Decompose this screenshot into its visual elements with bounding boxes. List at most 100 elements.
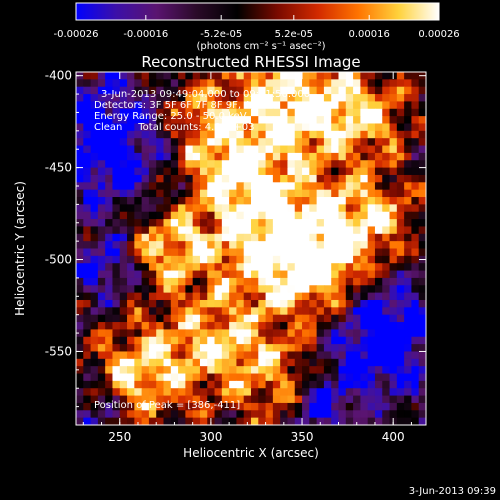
heatmap-cell [294, 211, 303, 220]
heatmap-cell [214, 373, 223, 382]
heatmap-cell [156, 388, 164, 397]
heatmap-cell [251, 410, 259, 419]
heatmap-cell [309, 270, 318, 279]
heatmap-cell [243, 358, 252, 367]
heatmap-cell [389, 174, 398, 183]
heatmap-cell [156, 145, 164, 154]
heatmap-cell [112, 277, 121, 286]
heatmap-cell [374, 72, 383, 80]
heatmap-cell [265, 270, 274, 279]
heatmap-cell [411, 329, 420, 338]
heatmap-cell [374, 329, 383, 338]
heatmap-cell [192, 329, 201, 338]
heatmap-cell [207, 351, 216, 360]
heatmap-cell [353, 123, 361, 132]
heatmap-cell [258, 410, 267, 419]
heatmap-cell [331, 351, 339, 360]
heatmap-cell [83, 189, 92, 198]
heatmap-cell [163, 160, 172, 169]
heatmap-cell [192, 285, 201, 294]
heatmap-cell [360, 211, 369, 220]
heatmap-cell [148, 123, 157, 132]
heatmap-cell [221, 174, 230, 183]
heatmap-cell [207, 241, 216, 249]
heatmap-cell [338, 410, 347, 419]
heatmap-cell [97, 219, 106, 227]
heatmap-cell [148, 189, 157, 198]
heatmap-cell [338, 94, 347, 102]
heatmap-cell [287, 248, 296, 257]
heatmap-cell [112, 204, 121, 213]
heatmap-cell [134, 255, 143, 264]
heatmap-cell [207, 307, 216, 316]
heatmap-cell [134, 292, 143, 301]
heatmap-cell [105, 160, 113, 169]
heatmap-cell [331, 255, 339, 264]
heatmap-cell [214, 285, 223, 294]
heatmap-cell [360, 145, 369, 154]
heatmap-cell [309, 241, 318, 249]
heatmap-cell [163, 263, 172, 272]
heatmap-cell [127, 204, 135, 213]
heatmap-cell [221, 233, 230, 242]
heatmap-cell [345, 285, 354, 294]
heatmap-cell [83, 373, 92, 382]
heatmap-cell [163, 189, 172, 198]
heatmap-cell [389, 314, 398, 323]
heatmap-cell [97, 344, 106, 352]
heatmap-cell [345, 329, 354, 338]
heatmap-cell [127, 138, 135, 147]
heatmap-cell [360, 241, 369, 249]
heatmap-cell [199, 373, 208, 382]
heatmap-cell [148, 160, 157, 169]
heatmap-cell [251, 263, 259, 272]
heatmap-cell [316, 189, 325, 198]
heatmap-cell [287, 79, 296, 88]
heatmap-cell [134, 130, 143, 139]
heatmap-cell [316, 108, 325, 117]
heatmap-cell [294, 160, 303, 169]
heatmap-cell [389, 108, 398, 117]
heatmap-cell [221, 299, 230, 308]
heatmap-cell [323, 101, 332, 110]
heatmap-cell [243, 226, 252, 235]
heatmap-cell [396, 388, 405, 397]
heatmap-cell [163, 211, 172, 220]
heatmap-cell [316, 329, 325, 338]
heatmap-cell [382, 417, 391, 425]
heatmap-cell [382, 160, 391, 169]
heatmap-cell [192, 211, 201, 220]
heatmap-cell [258, 417, 267, 425]
heatmap-cell [280, 270, 288, 279]
heatmap-cell [418, 322, 426, 330]
heatmap-cell [331, 344, 339, 352]
heatmap-cell [112, 108, 121, 117]
heatmap-cell [127, 145, 135, 154]
heatmap-cell [236, 204, 245, 213]
heatmap-cell [97, 130, 106, 139]
heatmap-cell [353, 226, 361, 235]
heatmap-cell [236, 116, 245, 124]
heatmap-cell [134, 233, 143, 242]
heatmap-cell [280, 366, 288, 375]
heatmap-cell [280, 351, 288, 360]
heatmap-cell [221, 263, 230, 272]
heatmap-cell [156, 189, 164, 198]
heatmap-cell [294, 94, 303, 102]
heatmap-cell [178, 366, 186, 375]
heatmap-cell [353, 241, 361, 249]
heatmap-cell [185, 79, 194, 88]
heatmap-cell [265, 233, 274, 242]
heatmap-cell [163, 219, 172, 227]
heatmap-cell [141, 277, 150, 286]
heatmap-cell [294, 410, 303, 419]
heatmap-cell [97, 233, 106, 242]
heatmap-cell [163, 130, 172, 139]
heatmap-cell [148, 108, 157, 117]
heatmap-cell [411, 277, 420, 286]
heatmap-cell [97, 174, 106, 183]
heatmap-cell [112, 314, 121, 323]
heatmap-cell [389, 101, 398, 110]
heatmap-cell [382, 373, 391, 382]
heatmap-cell [287, 72, 296, 80]
